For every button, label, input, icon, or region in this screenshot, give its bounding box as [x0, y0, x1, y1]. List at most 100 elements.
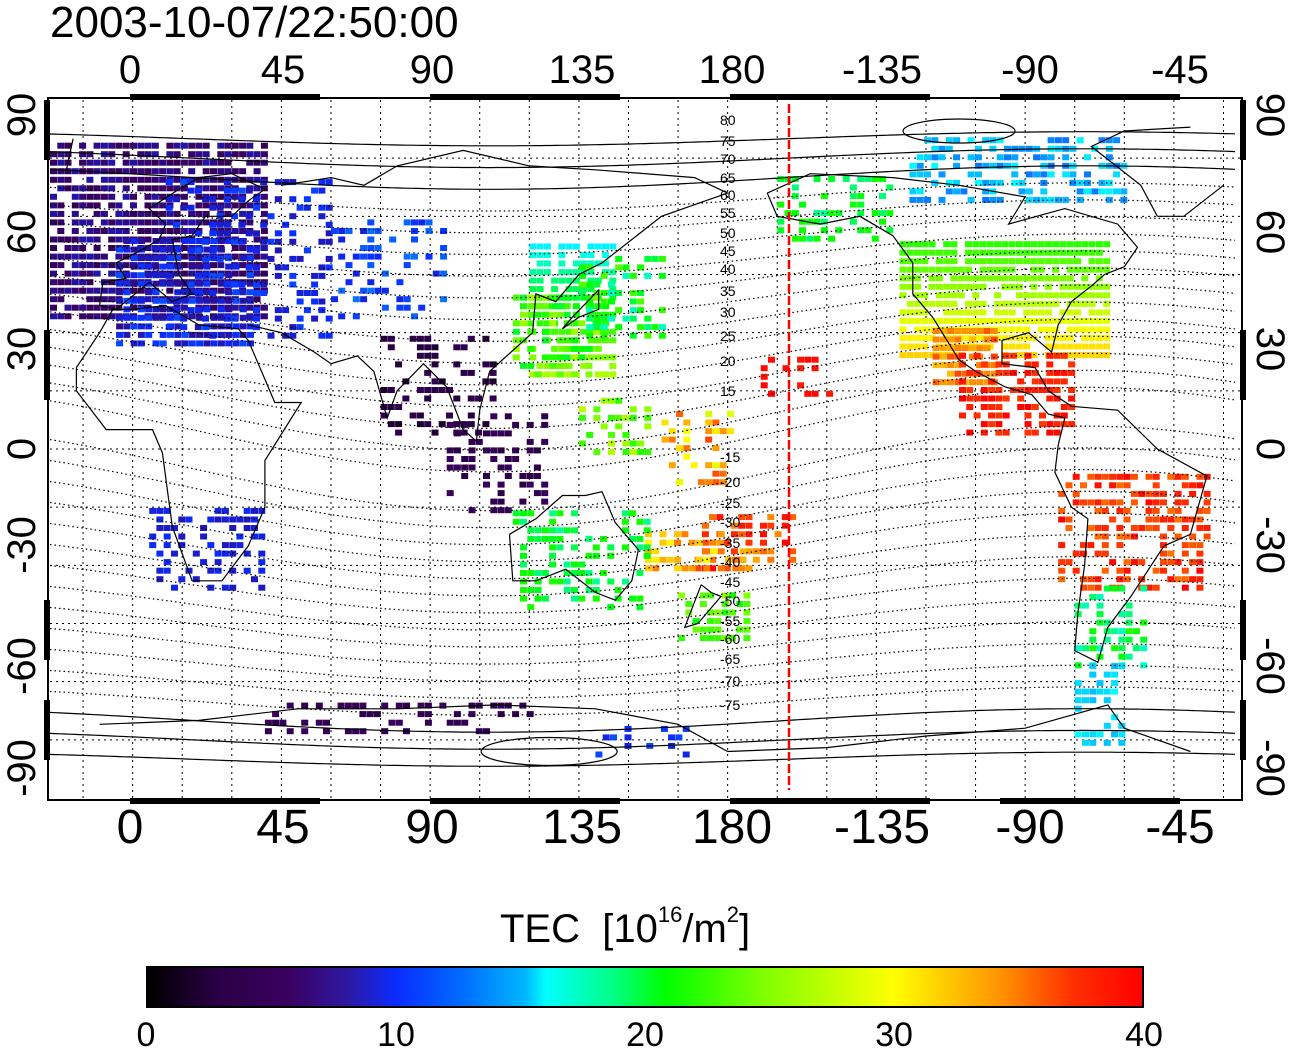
- tec-point: [924, 137, 931, 144]
- tec-point: [879, 176, 886, 182]
- tec-point: [467, 335, 475, 342]
- tec-point: [578, 440, 586, 447]
- tec-point: [497, 490, 505, 497]
- tec-point: [64, 142, 72, 149]
- tec-point: [344, 728, 352, 735]
- tec-point: [180, 193, 188, 200]
- tec-point: [906, 317, 914, 324]
- tec-point: [57, 236, 65, 243]
- tec-point: [602, 734, 610, 741]
- tec-point: [580, 286, 588, 293]
- tec-point: [1011, 171, 1019, 178]
- tec-point: [995, 387, 1003, 393]
- tec-point: [1024, 369, 1032, 376]
- tec-point: [64, 176, 72, 183]
- tec-point: [260, 142, 268, 149]
- tec-point: [541, 438, 549, 445]
- tec-point: [115, 228, 123, 234]
- tec-point: [939, 379, 947, 386]
- tec-point: [93, 185, 101, 192]
- tec-point: [965, 258, 972, 265]
- tec-point: [122, 185, 130, 192]
- tec-point: [804, 356, 812, 363]
- tec-point: [593, 449, 601, 455]
- tec-point: [482, 378, 490, 385]
- tec-point: [181, 297, 189, 304]
- frame-bar: [1240, 100, 1246, 160]
- tec-point: [1125, 602, 1133, 609]
- tec-point: [1072, 567, 1080, 574]
- tec-point: [224, 142, 232, 149]
- tec-point: [1181, 473, 1189, 480]
- contour-label: 25: [720, 328, 736, 344]
- tec-point: [188, 263, 196, 270]
- tec-point: [541, 311, 549, 318]
- tec-point: [585, 552, 593, 559]
- tec-point: [225, 323, 233, 330]
- tec-point: [116, 314, 124, 321]
- tec-point: [116, 297, 124, 304]
- tec-point: [899, 326, 907, 333]
- tec-point: [1039, 421, 1046, 428]
- tec-point: [658, 272, 666, 279]
- tec-point: [123, 272, 131, 279]
- tec-point: [311, 187, 319, 194]
- tec-point: [899, 249, 907, 256]
- tec-point: [879, 218, 886, 225]
- tec-point: [1046, 429, 1054, 436]
- tec-point: [1066, 266, 1074, 273]
- tec-point: [1196, 584, 1204, 591]
- tec-point: [950, 292, 958, 299]
- tec-point: [1160, 499, 1167, 506]
- tec-point: [224, 202, 232, 209]
- tec-point: [145, 306, 153, 313]
- tec-point: [57, 142, 65, 149]
- tec-point: [1118, 645, 1126, 652]
- tec-point: [512, 447, 520, 454]
- tec-point: [1087, 576, 1095, 583]
- tec-point: [760, 548, 767, 555]
- tec-point: [216, 221, 224, 228]
- tec-point: [739, 556, 747, 563]
- tec-point: [1111, 663, 1119, 670]
- tec-point: [1101, 473, 1109, 480]
- tec-point: [159, 185, 167, 192]
- frame-tick-bars: [44, 94, 1246, 804]
- tec-point: [1088, 292, 1096, 299]
- tec-point: [467, 412, 475, 419]
- tec-point: [683, 428, 691, 435]
- tec-point: [180, 245, 188, 251]
- tec-point: [144, 245, 152, 251]
- tec-point: [180, 262, 188, 269]
- tec-point: [79, 279, 87, 286]
- tec-point: [1084, 171, 1091, 178]
- tec-point: [1111, 628, 1119, 635]
- tec-point: [202, 168, 210, 175]
- frame-bar: [44, 330, 50, 400]
- tec-point: [879, 210, 886, 217]
- tec-point: [145, 331, 153, 338]
- tec-point: [536, 252, 544, 258]
- tec-point: [245, 187, 253, 194]
- top-lon-tick: 0: [118, 48, 142, 92]
- tec-point: [1081, 335, 1089, 341]
- tec-point: [1096, 645, 1104, 652]
- tec-point: [558, 243, 566, 250]
- tec-point: [1060, 352, 1068, 359]
- tec-point: [600, 423, 608, 430]
- tec-point: [247, 289, 254, 296]
- tec-point: [1076, 188, 1084, 195]
- tec-point: [195, 219, 203, 226]
- tec-point: [916, 196, 924, 203]
- tec-point: [274, 307, 282, 314]
- tec-point: [318, 179, 326, 186]
- tec-point: [225, 340, 233, 347]
- tec-point: [50, 313, 57, 320]
- tec-point: [425, 219, 433, 226]
- tec-point: [602, 328, 609, 335]
- tec-point: [86, 253, 94, 260]
- tec-point: [274, 238, 282, 245]
- tec-point: [609, 277, 617, 284]
- tec-point: [966, 369, 974, 376]
- tec-point: [600, 332, 608, 339]
